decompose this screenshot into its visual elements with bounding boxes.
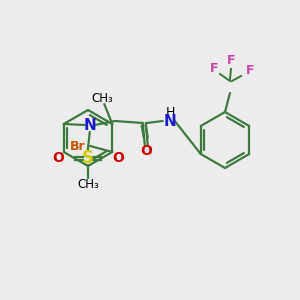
Text: O: O: [52, 151, 64, 165]
Text: O: O: [112, 151, 124, 165]
Text: H: H: [166, 106, 176, 119]
Text: F: F: [227, 55, 235, 68]
Text: CH₃: CH₃: [92, 92, 113, 106]
Text: O: O: [140, 144, 152, 158]
Text: F: F: [246, 64, 254, 76]
Text: S: S: [82, 149, 94, 167]
Text: N: N: [164, 113, 176, 128]
Text: F: F: [210, 61, 218, 74]
Text: N: N: [83, 118, 96, 134]
Text: CH₃: CH₃: [77, 178, 99, 190]
Text: Br: Br: [70, 140, 85, 152]
